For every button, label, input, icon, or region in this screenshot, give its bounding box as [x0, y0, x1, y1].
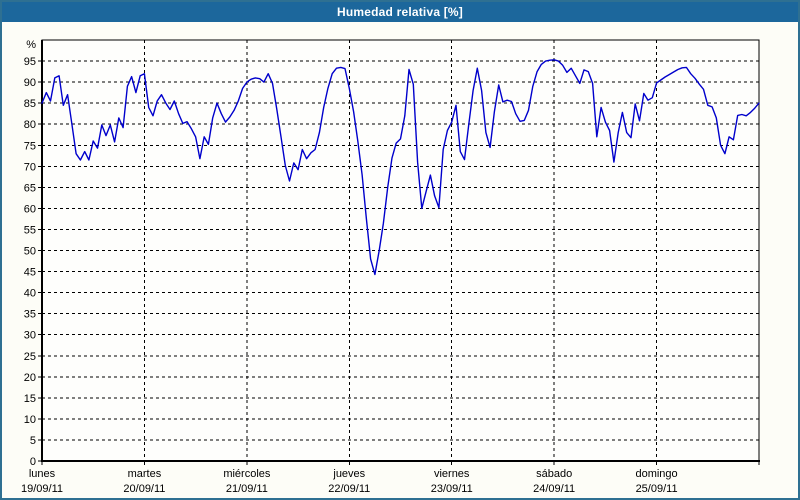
- y-tick-label: 75: [24, 140, 36, 152]
- day-date-label: 20/09/11: [123, 483, 165, 495]
- y-tick-label: 10: [24, 414, 36, 426]
- day-name-label: domingo: [635, 468, 677, 480]
- y-tick-label: 95: [24, 56, 36, 68]
- y-tick-label: 65: [24, 182, 36, 194]
- y-tick-label: 55: [24, 224, 36, 236]
- humidity-chart: 0 5 10 15 20 25 30 35 40 45 50 55 60 65 70 75 80 85 90 95% l…: [21, 39, 760, 495]
- y-tick-label: 0: [30, 456, 36, 468]
- day-name-label: martes: [128, 468, 162, 480]
- y-tick-label: 85: [24, 98, 36, 110]
- day-date-label: 19/09/11: [21, 483, 63, 495]
- y-tick-label: 15: [24, 393, 36, 405]
- window-titlebar: Humedad relativa [%]: [2, 2, 798, 22]
- y-tick-label: 90: [24, 77, 36, 89]
- y-tick-label: 30: [24, 330, 36, 342]
- y-tick-label: 25: [24, 351, 36, 363]
- y-tick-label: 60: [24, 203, 36, 215]
- day-name-label: sábado: [536, 468, 572, 480]
- day-date-label: 21/09/11: [226, 483, 268, 495]
- plot-background: [42, 40, 759, 461]
- y-tick-label: 50: [24, 246, 36, 258]
- day-date-label: 25/09/11: [636, 483, 678, 495]
- y-axis-unit-label: %: [26, 39, 36, 51]
- day-name-label: jueves: [332, 468, 365, 480]
- day-name-label: miércoles: [223, 468, 271, 480]
- y-tick-label: 40: [24, 288, 36, 300]
- humidity-line: [41, 59, 760, 276]
- day-date-label: 22/09/11: [328, 483, 370, 495]
- y-tick-label: 80: [24, 119, 36, 131]
- day-name-label: viernes: [434, 468, 470, 480]
- y-tick-label: 20: [24, 372, 36, 384]
- window-title: Humedad relativa [%]: [336, 5, 464, 19]
- day-date-label: 24/09/11: [533, 483, 575, 495]
- day-name-label: lunes: [29, 468, 56, 480]
- y-tick-label: 45: [24, 267, 36, 279]
- y-tick-label: 5: [30, 435, 36, 447]
- y-tick-label: 35: [24, 309, 36, 321]
- day-date-label: 23/09/11: [431, 483, 473, 495]
- y-tick-label: 70: [24, 161, 36, 173]
